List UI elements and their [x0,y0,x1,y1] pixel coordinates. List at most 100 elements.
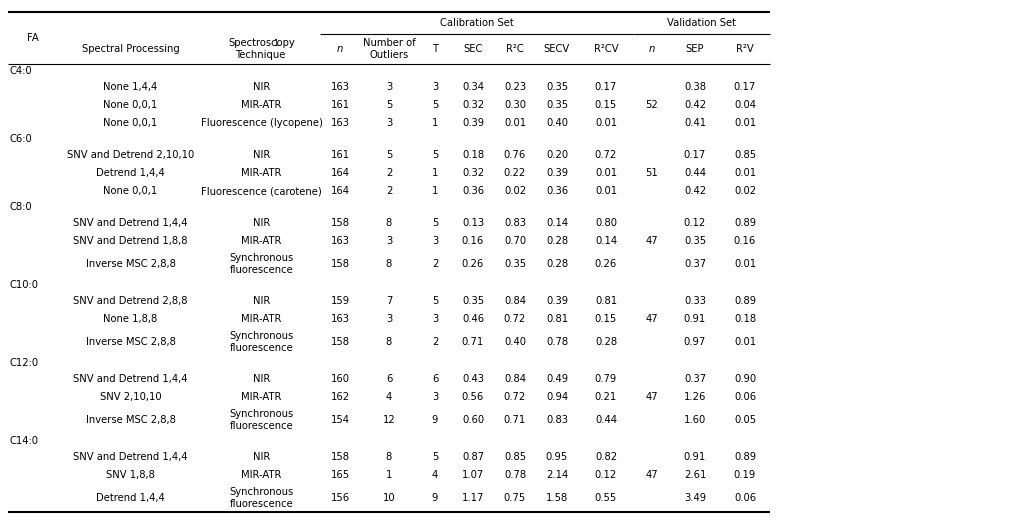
Text: NIR: NIR [252,218,270,228]
Text: 0.39: 0.39 [546,168,568,178]
Text: 5: 5 [386,150,392,160]
Text: 3.49: 3.49 [684,493,706,503]
Text: 47: 47 [645,470,659,480]
Text: C8:0: C8:0 [10,202,33,212]
Text: SEP: SEP [686,44,704,54]
Text: 0.21: 0.21 [595,392,617,402]
Text: 9: 9 [432,493,438,503]
Text: 8: 8 [386,218,392,228]
Text: NIR: NIR [252,150,270,160]
Text: 2: 2 [432,259,438,269]
Text: 0.94: 0.94 [546,392,568,402]
Text: 0.83: 0.83 [504,218,526,228]
Text: 0.83: 0.83 [546,415,568,425]
Text: 163: 163 [331,236,349,246]
Text: 0.81: 0.81 [546,314,568,324]
Text: 2.14: 2.14 [546,470,568,480]
Text: 0.37: 0.37 [684,374,706,384]
Text: 0.75: 0.75 [504,493,526,503]
Text: 0.36: 0.36 [462,186,485,196]
Text: 0.89: 0.89 [734,452,756,462]
Text: 163: 163 [331,82,349,92]
Text: C14:0: C14:0 [10,436,39,446]
Text: 164: 164 [331,186,349,196]
Text: 47: 47 [645,392,659,402]
Text: 12: 12 [383,415,395,425]
Text: 163: 163 [331,118,349,128]
Text: R²C: R²C [506,44,524,54]
Text: 0.85: 0.85 [734,150,756,160]
Text: 0.17: 0.17 [684,150,706,160]
Text: 0.06: 0.06 [734,493,756,503]
Text: 8: 8 [386,337,392,347]
Text: 0.44: 0.44 [595,415,617,425]
Text: 1.60: 1.60 [684,415,706,425]
Text: SECV: SECV [544,44,570,54]
Text: 158: 158 [331,218,349,228]
Text: 158: 158 [331,337,349,347]
Text: 0.84: 0.84 [504,374,526,384]
Text: C12:0: C12:0 [10,358,39,368]
Text: 0.42: 0.42 [684,186,706,196]
Text: 2: 2 [386,168,392,178]
Text: 0.97: 0.97 [684,337,706,347]
Text: 1: 1 [273,39,278,48]
Text: NIR: NIR [252,374,270,384]
Text: Inverse MSC 2,8,8: Inverse MSC 2,8,8 [86,259,175,269]
Text: 0.01: 0.01 [595,168,617,178]
Text: n: n [648,44,656,54]
Text: 5: 5 [432,150,438,160]
Text: 0.16: 0.16 [462,236,485,246]
Text: 0.01: 0.01 [734,337,756,347]
Text: 5: 5 [386,100,392,110]
Text: 0.30: 0.30 [504,100,526,110]
Text: Calibration Set: Calibration Set [440,18,514,28]
Text: Inverse MSC 2,8,8: Inverse MSC 2,8,8 [86,415,175,425]
Text: None 1,4,4: None 1,4,4 [104,82,158,92]
Text: 0.01: 0.01 [595,118,617,128]
Text: 0.60: 0.60 [462,415,485,425]
Text: 0.06: 0.06 [734,392,756,402]
Text: R²V: R²V [736,44,754,54]
Text: 0.12: 0.12 [684,218,706,228]
Text: MIR-ATR: MIR-ATR [241,100,282,110]
Text: 0.14: 0.14 [546,218,568,228]
Text: 0.72: 0.72 [595,150,617,160]
Text: 3: 3 [432,392,438,402]
Text: 0.71: 0.71 [462,337,485,347]
Text: 3: 3 [386,236,392,246]
Text: 0.38: 0.38 [684,82,706,92]
Text: 0.01: 0.01 [734,168,756,178]
Text: 158: 158 [331,452,349,462]
Text: 0.35: 0.35 [462,296,485,306]
Text: 0.35: 0.35 [546,82,568,92]
Text: 165: 165 [331,470,349,480]
Text: SNV and Detrend 2,8,8: SNV and Detrend 2,8,8 [73,296,187,306]
Text: 0.01: 0.01 [734,118,756,128]
Text: 0.35: 0.35 [684,236,706,246]
Text: 161: 161 [331,100,349,110]
Text: 0.02: 0.02 [734,186,756,196]
Text: 156: 156 [331,493,349,503]
Text: 0.89: 0.89 [734,296,756,306]
Text: MIR-ATR: MIR-ATR [241,236,282,246]
Text: n: n [337,44,343,54]
Text: FA: FA [27,33,39,43]
Text: 2.61: 2.61 [684,470,706,480]
Text: 0.16: 0.16 [734,236,756,246]
Text: C10:0: C10:0 [10,280,39,290]
Text: 3: 3 [386,118,392,128]
Text: Inverse MSC 2,8,8: Inverse MSC 2,8,8 [86,337,175,347]
Text: 0.43: 0.43 [462,374,484,384]
Text: 0.01: 0.01 [504,118,526,128]
Text: 0.33: 0.33 [684,296,706,306]
Text: 154: 154 [331,415,349,425]
Text: 0.49: 0.49 [546,374,568,384]
Text: 7: 7 [386,296,392,306]
Text: 3: 3 [432,314,438,324]
Text: SEC: SEC [463,44,483,54]
Text: 0.26: 0.26 [462,259,485,269]
Text: 0.28: 0.28 [595,337,617,347]
Text: SNV and Detrend 1,4,4: SNV and Detrend 1,4,4 [73,452,187,462]
Text: 0.28: 0.28 [546,236,568,246]
